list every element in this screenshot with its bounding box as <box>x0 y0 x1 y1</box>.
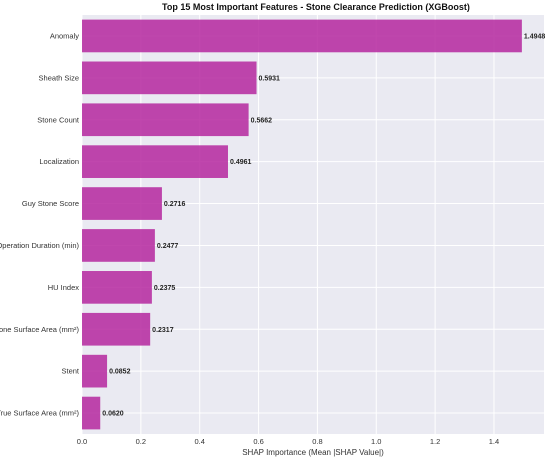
value-label-9: 0.0852 <box>109 369 131 376</box>
value-label-7: 0.2375 <box>154 285 176 292</box>
value-labels: 1.4948 0.5931 0.5662 0.4961 0.2716 0.2477 0.23… <box>102 33 545 417</box>
category-label-5: Guy Stone Score <box>22 199 79 208</box>
bar-9 <box>82 354 108 388</box>
category-labels: Anomaly Sheath Size Stone Count Localizatio… <box>0 31 80 417</box>
value-label-10: 0.0620 <box>102 411 124 418</box>
value-label-4: 0.4961 <box>230 159 252 166</box>
category-label-8: Stone Surface Area (mm²) <box>0 325 79 334</box>
x-tick-label: 0.0 <box>77 437 87 446</box>
category-label-1: Anomaly <box>50 31 79 40</box>
x-tick-label: 1.0 <box>371 437 381 446</box>
x-tick-label: 1.2 <box>430 437 440 446</box>
bar-3 <box>82 103 249 137</box>
category-label-10: True Surface Area (mm²) <box>0 409 79 418</box>
value-label-5: 0.2716 <box>164 201 186 208</box>
category-label-3: Stone Count <box>37 115 80 124</box>
value-label-6: 0.2477 <box>157 243 179 250</box>
bar-5 <box>82 187 162 220</box>
value-label-8: 0.2317 <box>152 327 174 334</box>
bar-10 <box>82 396 101 430</box>
bar-8 <box>82 312 151 346</box>
bar-6 <box>82 229 155 262</box>
x-tick-labels: 0.0 0.2 0.4 0.6 0.8 1.0 1.2 1.4 <box>77 437 499 446</box>
category-label-6: Operation Duration (min) <box>0 241 79 250</box>
value-label-1: 1.4948 <box>524 33 546 40</box>
x-tick-label: 0.4 <box>194 437 204 446</box>
chart-title: Top 15 Most Important Features - Stone C… <box>162 2 470 12</box>
bar-1 <box>82 19 522 53</box>
category-label-4: Localization <box>39 157 79 166</box>
bar-7 <box>82 271 152 304</box>
value-label-2: 0.5931 <box>259 75 281 82</box>
bar-2 <box>82 61 257 95</box>
x-tick-label: 1.4 <box>489 437 499 446</box>
bars <box>82 19 522 430</box>
category-label-7: HU Index <box>48 283 80 292</box>
value-label-3: 0.5662 <box>251 117 273 124</box>
x-tick-label: 0.6 <box>253 437 263 446</box>
bar-4 <box>82 145 228 178</box>
category-label-2: Sheath Size <box>39 73 79 82</box>
x-axis-label: SHAP Importance (Mean |SHAP Value|) <box>242 448 384 457</box>
x-tick-label: 0.8 <box>312 437 322 446</box>
x-tick-label: 0.2 <box>136 437 146 446</box>
category-label-9: Stent <box>61 367 79 376</box>
